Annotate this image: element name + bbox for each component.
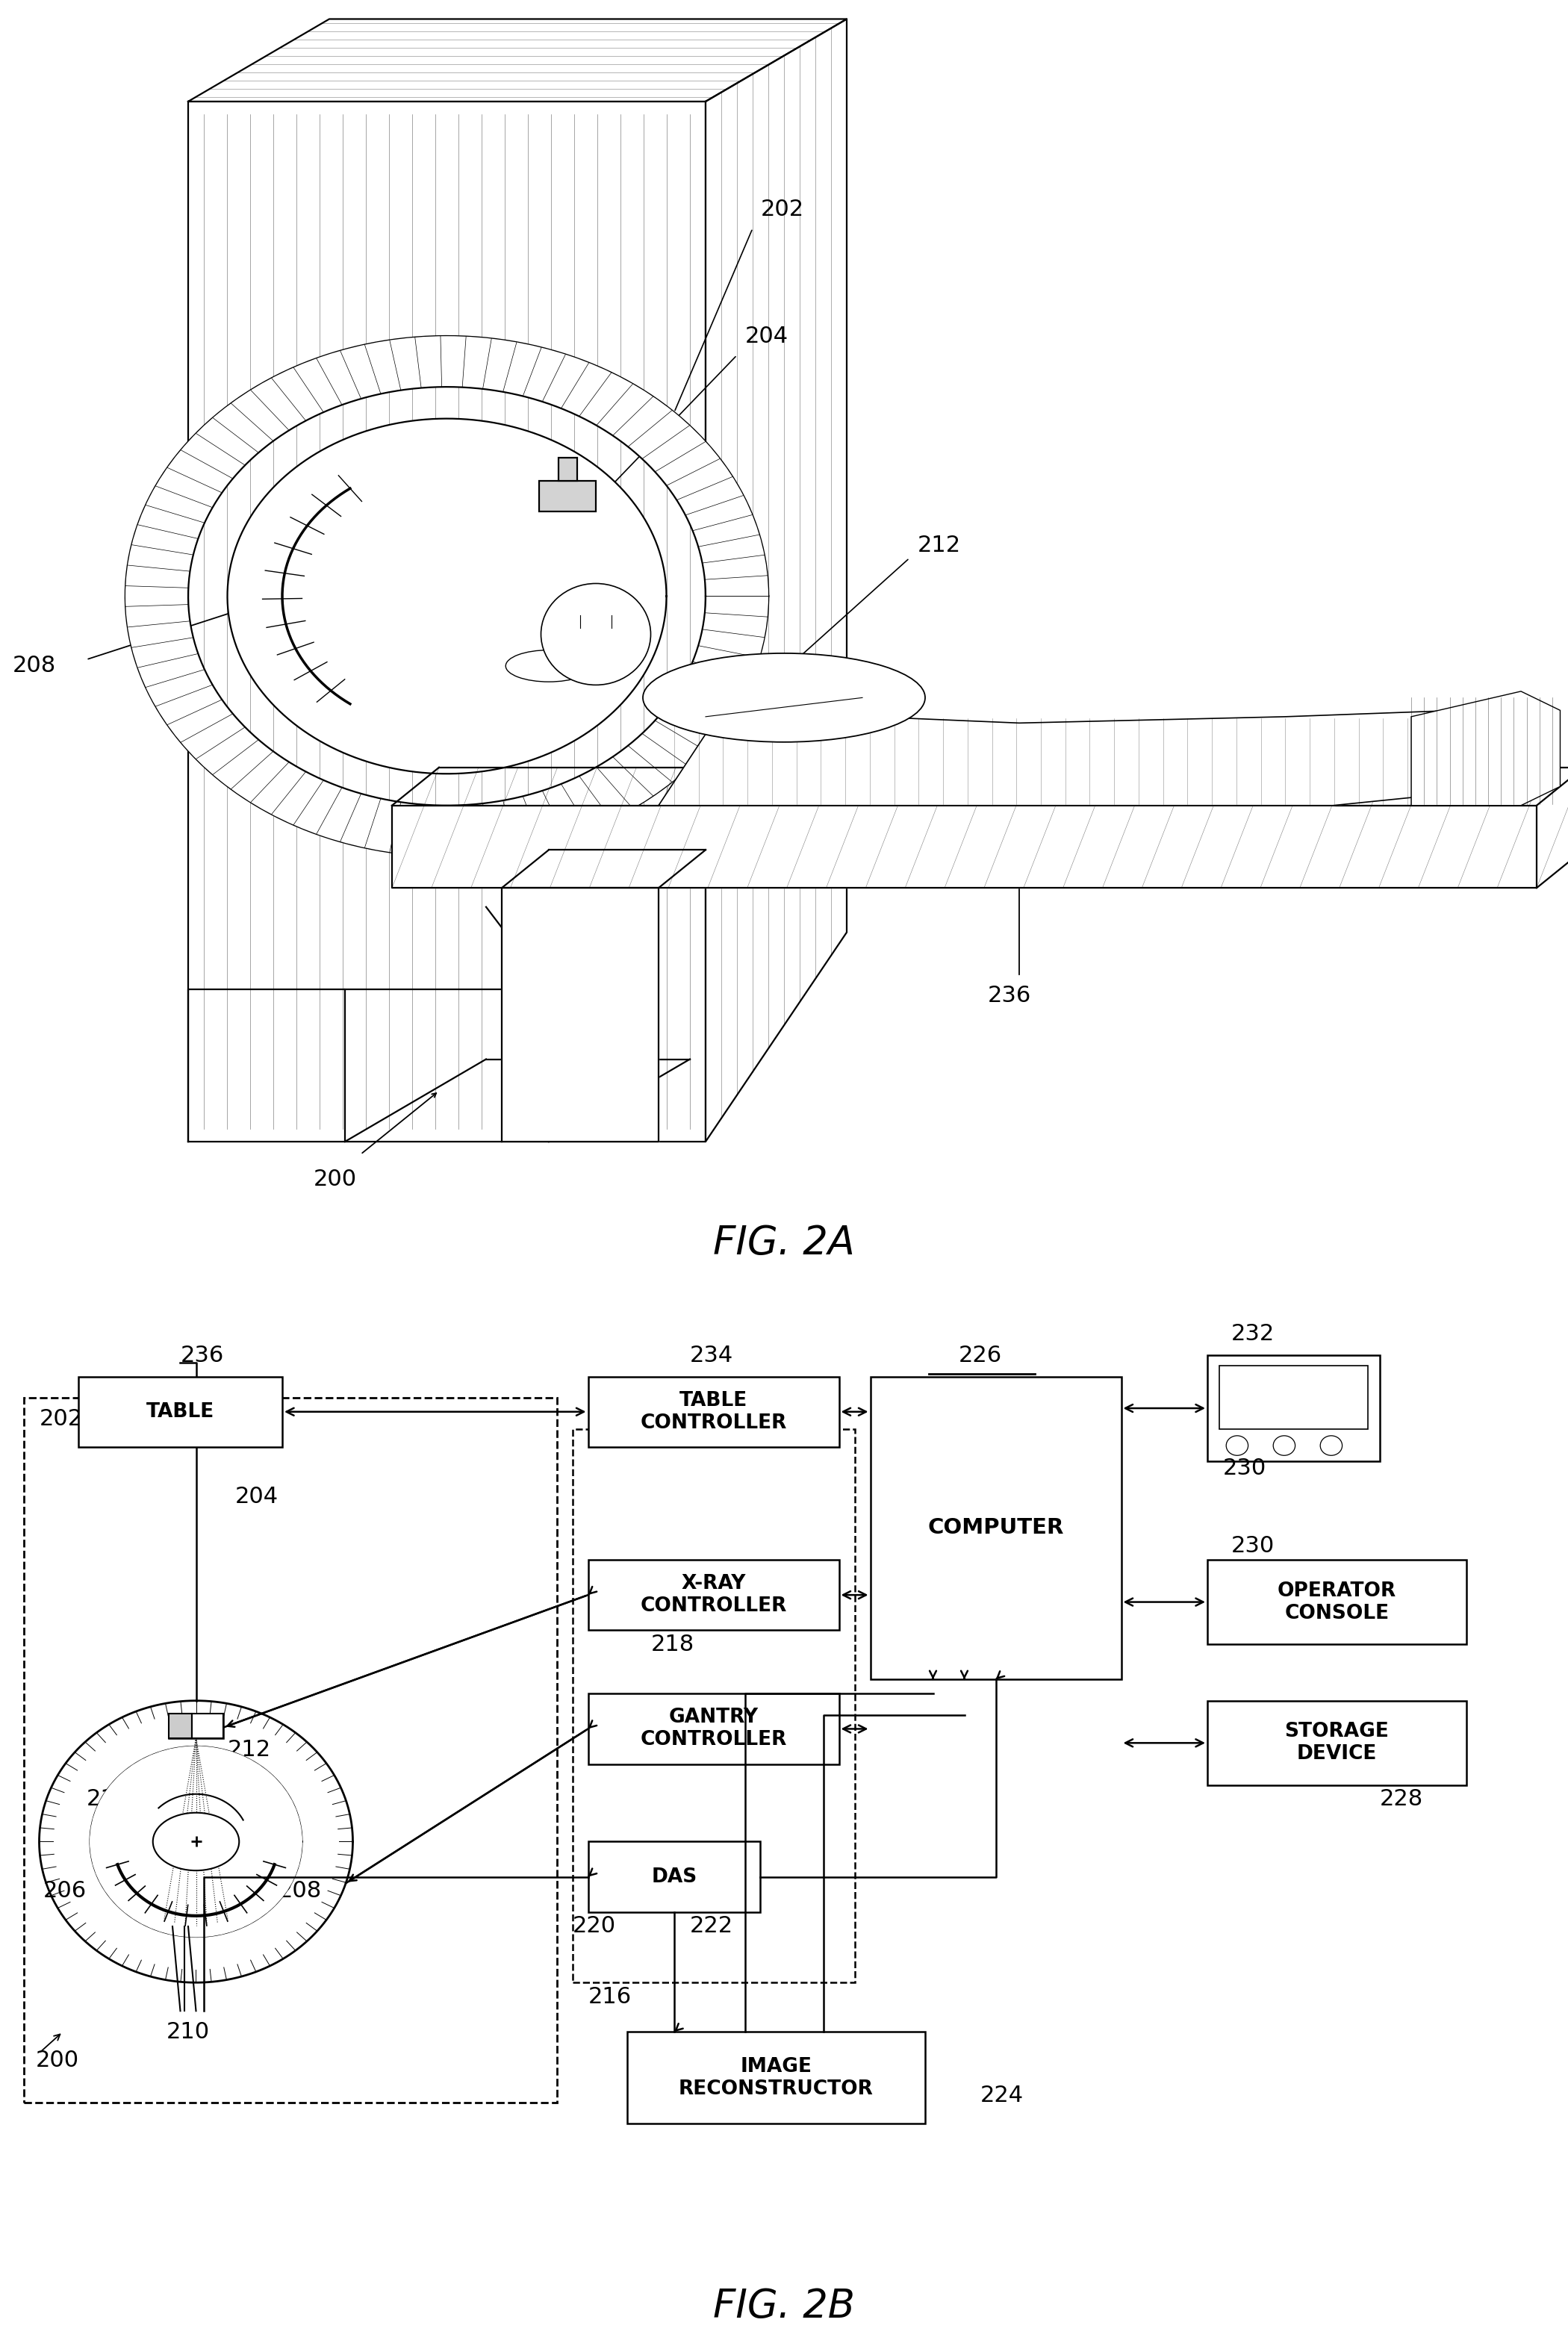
Text: GANTRY
CONTROLLER: GANTRY CONTROLLER (640, 1708, 787, 1750)
FancyBboxPatch shape (1207, 1701, 1466, 1785)
Text: 210: 210 (166, 2020, 210, 2044)
Text: 204: 204 (235, 1485, 279, 1508)
Text: 222: 222 (690, 1914, 734, 1938)
Text: 236: 236 (180, 1344, 224, 1367)
FancyBboxPatch shape (588, 1560, 839, 1630)
FancyBboxPatch shape (870, 1377, 1121, 1680)
Text: TABLE: TABLE (146, 1402, 215, 1421)
Text: 212: 212 (227, 1738, 271, 1762)
FancyBboxPatch shape (539, 482, 596, 512)
Text: 220: 220 (572, 1914, 616, 1938)
Ellipse shape (541, 583, 651, 686)
FancyBboxPatch shape (24, 1398, 557, 2102)
Text: 224: 224 (980, 2084, 1024, 2107)
Text: OPERATOR
CONSOLE: OPERATOR CONSOLE (1278, 1581, 1396, 1623)
Polygon shape (502, 888, 659, 1142)
FancyBboxPatch shape (1207, 1355, 1380, 1461)
Text: IMAGE
RECONSTRUCTOR: IMAGE RECONSTRUCTOR (679, 2058, 873, 2098)
Circle shape (1320, 1435, 1342, 1456)
Circle shape (227, 418, 666, 773)
Polygon shape (392, 806, 1537, 888)
Text: 236: 236 (988, 984, 1032, 1008)
Text: 214: 214 (86, 1788, 130, 1811)
Text: 208: 208 (13, 655, 56, 677)
Ellipse shape (154, 1813, 238, 1870)
Ellipse shape (505, 651, 593, 681)
Text: 230: 230 (1223, 1456, 1267, 1480)
FancyBboxPatch shape (588, 1842, 760, 1912)
FancyBboxPatch shape (627, 2032, 925, 2123)
Text: TABLE
CONTROLLER: TABLE CONTROLLER (640, 1391, 787, 1433)
Text: 208: 208 (279, 1879, 321, 1903)
Circle shape (1273, 1435, 1295, 1456)
FancyBboxPatch shape (588, 1694, 839, 1764)
FancyBboxPatch shape (1220, 1367, 1367, 1428)
FancyBboxPatch shape (1207, 1560, 1466, 1644)
Text: X-RAY
CONTROLLER: X-RAY CONTROLLER (640, 1574, 787, 1616)
Circle shape (1226, 1435, 1248, 1456)
Text: COMPUTER: COMPUTER (928, 1517, 1063, 1539)
Circle shape (91, 1748, 301, 1936)
FancyBboxPatch shape (169, 1712, 191, 1738)
Text: 216: 216 (588, 1985, 632, 2008)
Text: 232: 232 (1231, 1322, 1275, 1346)
FancyBboxPatch shape (588, 1377, 839, 1447)
Text: 212: 212 (917, 536, 961, 557)
Text: 202: 202 (760, 197, 804, 221)
Text: 206: 206 (44, 1879, 86, 1903)
Text: FIG. 2B: FIG. 2B (713, 2288, 855, 2326)
Polygon shape (1411, 691, 1560, 806)
Text: 226: 226 (958, 1344, 1002, 1367)
FancyBboxPatch shape (558, 458, 577, 482)
Text: 228: 228 (1380, 1788, 1424, 1811)
Text: 230: 230 (1231, 1534, 1275, 1557)
Text: FIG. 2A: FIG. 2A (713, 1224, 855, 1261)
Text: 200: 200 (34, 2048, 78, 2072)
Text: 202: 202 (39, 1407, 83, 1431)
Text: DAS: DAS (651, 1867, 698, 1886)
Text: 234: 234 (690, 1344, 734, 1367)
FancyBboxPatch shape (169, 1712, 223, 1738)
Ellipse shape (643, 653, 925, 742)
FancyBboxPatch shape (191, 1712, 223, 1738)
Text: STORAGE
DEVICE: STORAGE DEVICE (1284, 1722, 1389, 1764)
FancyBboxPatch shape (78, 1377, 282, 1447)
Text: 218: 218 (651, 1633, 695, 1656)
Polygon shape (659, 709, 1521, 806)
Text: 200: 200 (314, 1170, 358, 1191)
Polygon shape (188, 19, 847, 101)
Polygon shape (706, 19, 847, 1142)
Text: 204: 204 (745, 324, 789, 348)
